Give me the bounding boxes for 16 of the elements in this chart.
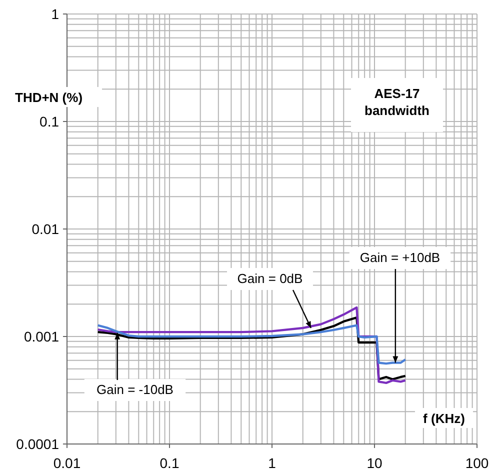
annotation: Gain = -10dB bbox=[96, 382, 174, 397]
annotation: Gain = 0dB bbox=[237, 271, 303, 286]
y-tick-label: 0.01 bbox=[32, 221, 60, 237]
x-tick-label: 0.01 bbox=[53, 455, 81, 471]
y-axis-title: THD+N (%) bbox=[15, 90, 83, 105]
x-tick-label: 1 bbox=[268, 455, 276, 471]
y-tick-label: 0.1 bbox=[40, 114, 60, 130]
annotation: Gain = +10dB bbox=[360, 250, 440, 265]
x-tick-label: 100 bbox=[465, 455, 489, 471]
x-axis-title: f (KHz) bbox=[423, 411, 465, 426]
annotation: AES-17 bandwidth bbox=[364, 86, 430, 118]
y-tick-label: 0.001 bbox=[24, 328, 60, 344]
y-tick-label: 0.0001 bbox=[16, 436, 60, 452]
y-tick-label: 1 bbox=[51, 6, 60, 22]
x-tick-label: 0.1 bbox=[160, 455, 180, 471]
x-tick-label: 10 bbox=[366, 455, 382, 471]
